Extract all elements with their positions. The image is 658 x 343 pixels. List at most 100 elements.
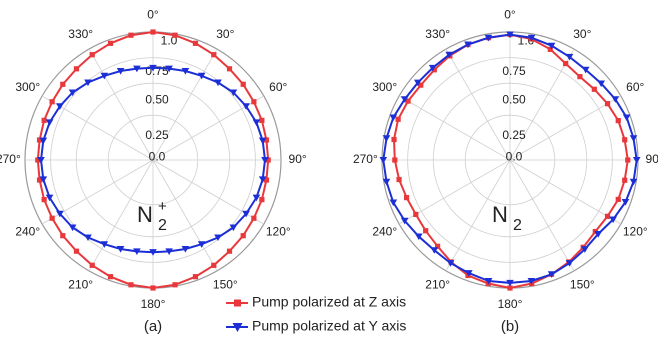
data-point (621, 199, 630, 206)
data-point (622, 177, 628, 183)
data-point (258, 137, 267, 145)
data-point (36, 177, 43, 183)
data-point (604, 213, 611, 219)
data-point (445, 51, 453, 59)
data-point (527, 34, 536, 42)
angle-tick-label: 0° (147, 8, 159, 22)
data-point (258, 176, 267, 183)
data-point (423, 228, 429, 234)
angle-tick-label: 120° (623, 224, 648, 238)
data-point (615, 117, 621, 124)
angle-tick-label: 30° (573, 27, 591, 41)
grid-spoke (152, 159, 218, 272)
data-point (527, 278, 536, 285)
data-point (149, 64, 157, 72)
legend-marker-triangle (232, 323, 243, 332)
data-point (251, 99, 257, 105)
data-point (263, 177, 270, 183)
data-point (172, 282, 178, 288)
grid-spoke (509, 159, 622, 225)
data-point (68, 224, 77, 232)
data-point (240, 233, 246, 239)
data-point (45, 194, 54, 202)
data-point (389, 114, 398, 122)
grid-spoke (88, 159, 154, 272)
data-point (242, 103, 250, 110)
data-point (100, 72, 109, 80)
species-label: N (137, 202, 153, 227)
data-point (73, 248, 80, 254)
data-point (392, 157, 398, 163)
data-point (594, 231, 603, 238)
data-point (133, 65, 141, 73)
data-point (591, 86, 597, 92)
data-point (197, 72, 206, 80)
angle-tick-label: 300° (15, 80, 40, 94)
data-point (382, 135, 391, 142)
angle-tick-label: 60° (626, 80, 644, 94)
data-point (484, 278, 493, 285)
grid-spoke (88, 48, 154, 161)
data-point (181, 67, 190, 75)
data-point (547, 271, 556, 278)
radial-tick-label: 0.75 (502, 64, 526, 78)
data-point (259, 197, 265, 203)
data-point (629, 178, 638, 186)
data-point (49, 99, 55, 105)
data-point (56, 103, 64, 110)
data-point (434, 243, 441, 249)
data-point (252, 194, 261, 202)
data-point (430, 247, 439, 254)
data-point (632, 157, 641, 164)
data-point (261, 157, 269, 164)
data-point (507, 285, 513, 291)
data-point (259, 117, 265, 123)
data-point (36, 137, 43, 143)
data-point (565, 260, 574, 267)
data-point (150, 285, 156, 291)
data-point (181, 246, 190, 253)
data-point (396, 176, 402, 183)
grid-spoke (152, 48, 218, 161)
data-point (446, 260, 455, 267)
data-point (150, 29, 156, 35)
data-point (484, 34, 493, 42)
data-point (37, 157, 45, 164)
data-point (604, 101, 611, 107)
data-point (45, 119, 54, 126)
data-point (414, 79, 422, 87)
data-point (39, 176, 48, 183)
data-point (389, 199, 398, 207)
data-point (465, 272, 471, 279)
data-point (165, 248, 173, 255)
radial-tick-label: 0.50 (145, 92, 169, 106)
data-point (56, 210, 64, 218)
data-point (577, 74, 583, 80)
data-point (418, 82, 424, 88)
data-point (251, 215, 257, 221)
radial-tick-label: 0.0 (506, 150, 523, 164)
angle-tick-label: 240° (15, 224, 40, 238)
data-point (211, 52, 217, 58)
data-point (611, 96, 620, 103)
grid-spoke (445, 48, 511, 161)
data-point (506, 31, 514, 39)
grid-spoke (509, 48, 575, 161)
grid-spoke (445, 159, 511, 272)
angle-tick-label: 150° (570, 277, 595, 291)
data-point (615, 196, 621, 203)
angle-tick-label: 90° (646, 152, 658, 166)
data-point (565, 53, 574, 61)
data-point (226, 248, 233, 254)
data-point (192, 40, 199, 46)
data-point (192, 274, 199, 280)
data-point (252, 119, 261, 126)
angle-tick-label: 90° (289, 152, 307, 166)
data-point (229, 89, 238, 97)
data-point (60, 81, 66, 87)
legend: Pump polarized at Z axis Pump polarized a… (226, 294, 406, 334)
grid-spoke (509, 159, 575, 272)
data-point (84, 79, 92, 87)
data-point (465, 270, 473, 277)
data-point (128, 32, 134, 38)
